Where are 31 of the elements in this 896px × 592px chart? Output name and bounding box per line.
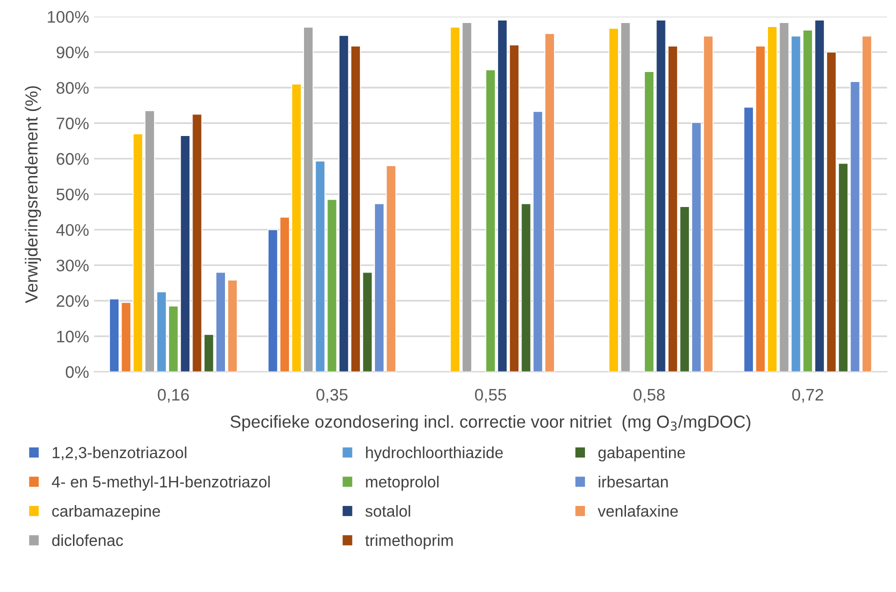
x-tick-label: 0,58 [634, 388, 665, 403]
legend-label: irbesartan [598, 476, 668, 488]
legend-label: venlafaxine [598, 505, 678, 517]
y-tick-label: 30% [56, 260, 89, 272]
y-tick-label: 60% [56, 153, 89, 165]
legend-label: hydrochloorthiazide [366, 446, 503, 462]
x-tick-label: 0,35 [316, 388, 348, 403]
y-tick-label: 20% [56, 295, 89, 307]
legend-label: sotalol [365, 505, 410, 517]
legend-label: trimethoprim [365, 534, 453, 550]
x-tick-label: 0,72 [792, 388, 824, 403]
y-tick-label: 10% [57, 330, 89, 342]
bar [462, 22, 472, 372]
legend-label: diclofenac [52, 534, 124, 546]
bar [450, 26, 460, 372]
y-tick-label: 0% [66, 366, 89, 378]
x-tick-label: 0,16 [158, 388, 189, 403]
y-tick-label: 100% [48, 10, 89, 23]
legend-label: gabapentine [598, 446, 685, 462]
legend-label: 1,2,3-benzotriazool [52, 446, 186, 460]
y-tick-label: 90% [56, 46, 89, 58]
x-tick-label: 0,55 [474, 388, 506, 403]
legend-label: 4- en 5-methyl-1H-benzotriazol [52, 476, 270, 491]
y-axis-title: Verwijderingsrendement (%) [24, 86, 42, 304]
y-tick-label: 40% [56, 224, 89, 236]
legend-label: carbamazepine [52, 505, 160, 520]
y-tick-label: 70% [56, 118, 89, 130]
y-tick-label: 80% [56, 82, 89, 94]
x-axis-title: Specifieke ozondosering incl. correctie voor nitriet (mg O$_{3}$/mgDOC) [230, 415, 750, 432]
y-tick-label: 50% [56, 188, 89, 200]
legend-label: metoprolol [366, 476, 439, 491]
